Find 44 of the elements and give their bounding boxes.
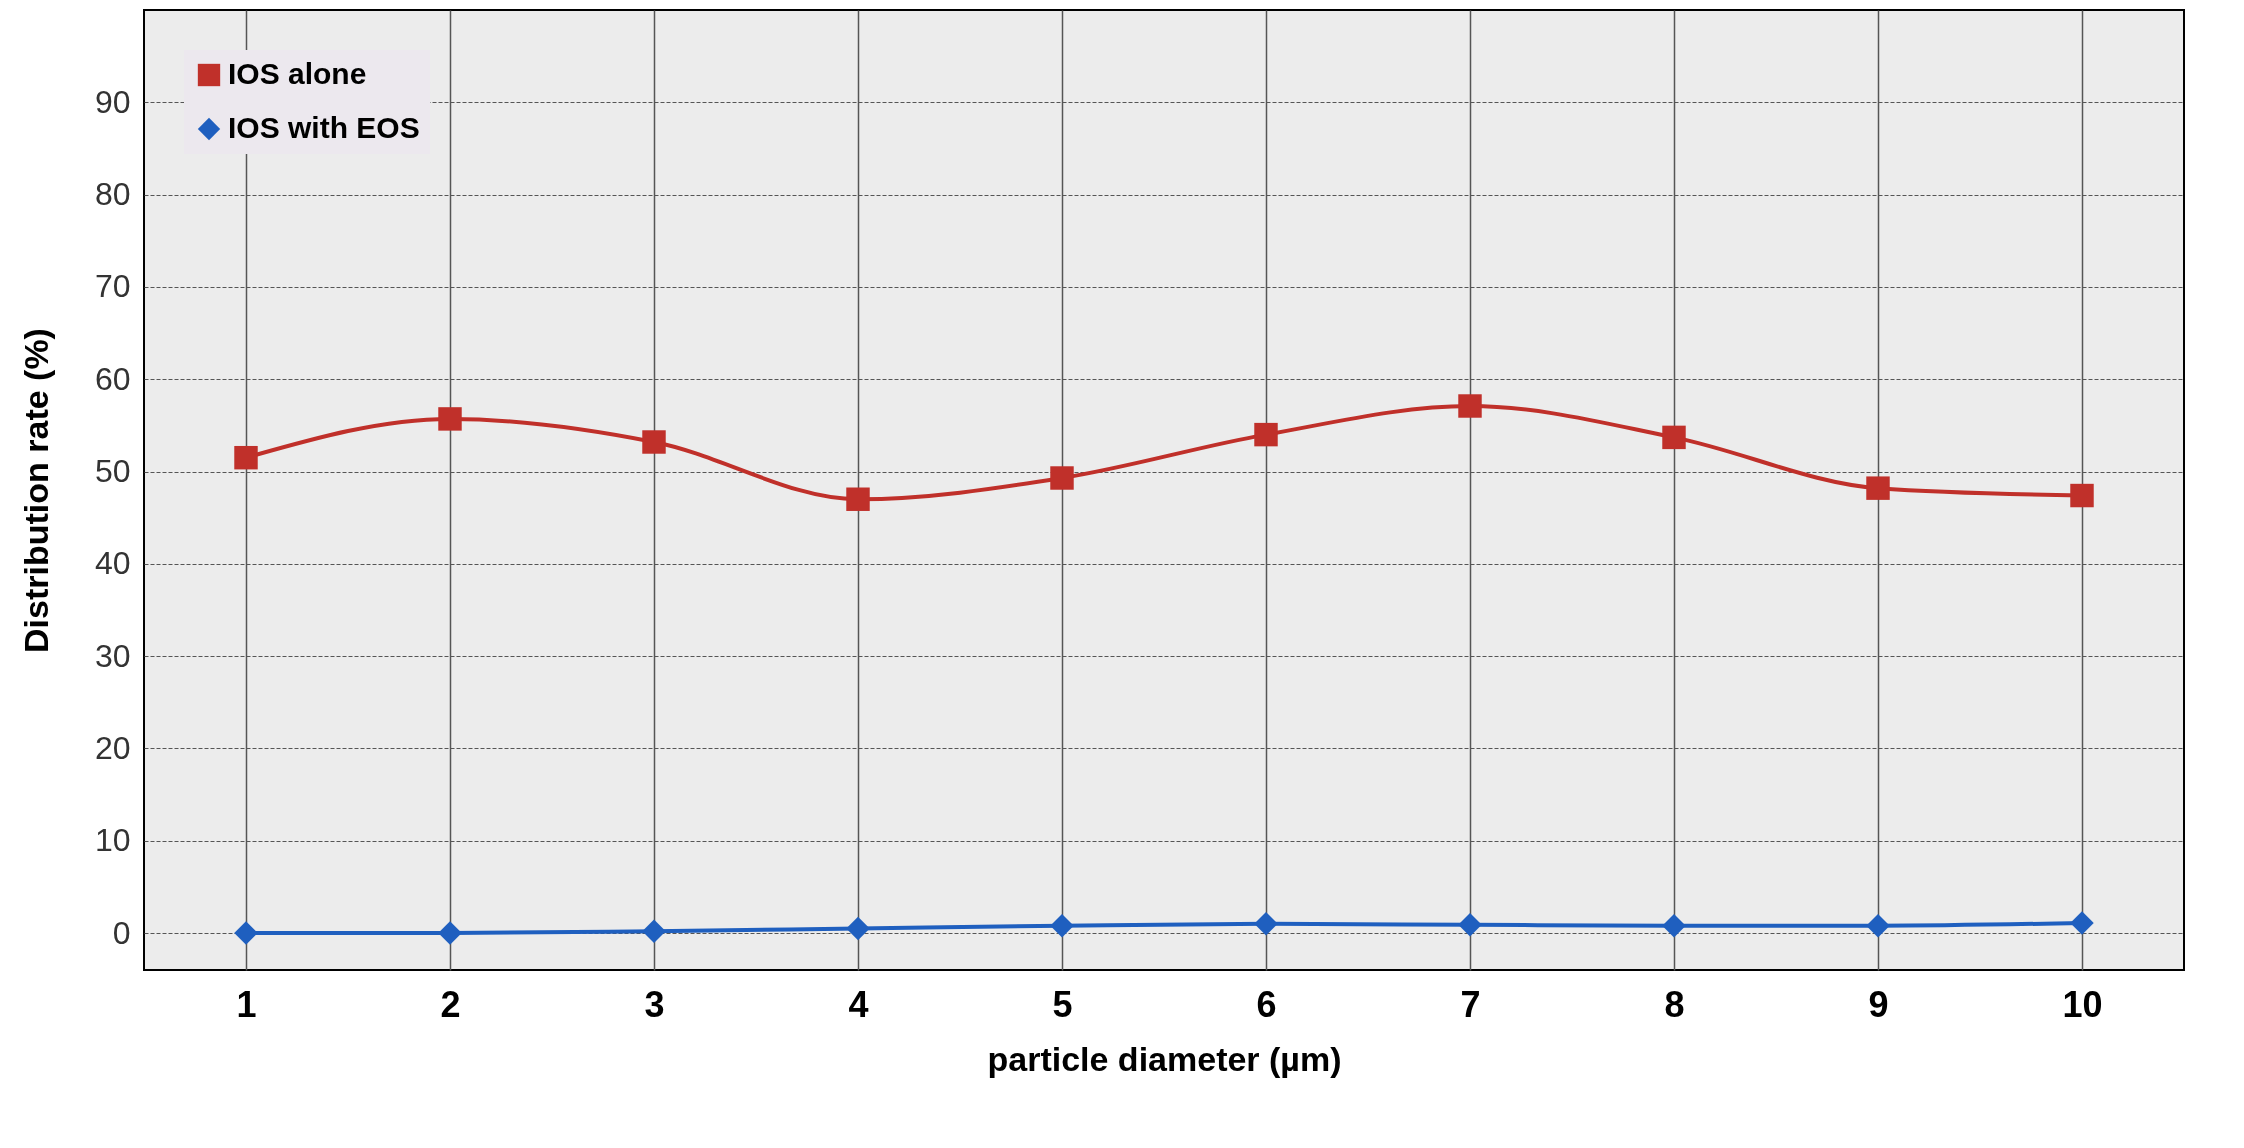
y-axis-title: Distribution rate (%) bbox=[16, 328, 55, 653]
point bbox=[1050, 913, 1074, 938]
point bbox=[1254, 422, 1278, 447]
point bbox=[846, 916, 870, 941]
point bbox=[1458, 394, 1482, 418]
point bbox=[1662, 913, 1686, 938]
x-tick-label: 6 bbox=[1256, 983, 1277, 1025]
point bbox=[642, 430, 666, 454]
point bbox=[2070, 911, 2094, 935]
point bbox=[234, 445, 258, 470]
x-tick-label: 3 bbox=[644, 983, 665, 1025]
point bbox=[1866, 476, 1890, 500]
legend-label: IOS with EOS bbox=[228, 111, 420, 144]
y-tick-label: 50 bbox=[94, 453, 131, 490]
legend-label: IOS alone bbox=[228, 57, 367, 90]
y-tick-label: 80 bbox=[94, 176, 131, 213]
point bbox=[642, 919, 666, 943]
x-tick-label: 5 bbox=[1052, 983, 1073, 1025]
point bbox=[438, 407, 462, 431]
point bbox=[1458, 913, 1482, 937]
y-tick-label: 20 bbox=[94, 729, 131, 766]
y-tick-label: 40 bbox=[94, 545, 131, 582]
point bbox=[2070, 483, 2094, 508]
point bbox=[1254, 912, 1278, 936]
x-tick-label: 8 bbox=[1664, 983, 1685, 1025]
y-tick-label: 70 bbox=[94, 268, 131, 305]
point bbox=[234, 921, 258, 945]
y-tick-label: 10 bbox=[94, 822, 131, 859]
x-tick-label: 9 bbox=[1868, 983, 1889, 1025]
point bbox=[1050, 466, 1074, 490]
x-axis-title: particle diameter (µm) bbox=[987, 1039, 1342, 1078]
y-tick-label: 60 bbox=[94, 360, 131, 397]
x-tick-label: 10 bbox=[2062, 983, 2103, 1025]
x-tick-label: 2 bbox=[440, 983, 461, 1025]
point bbox=[846, 487, 870, 511]
y-tick-label: 0 bbox=[112, 914, 131, 951]
x-tick-label: 1 bbox=[236, 983, 257, 1025]
point bbox=[1866, 913, 1890, 938]
point bbox=[1662, 425, 1686, 450]
y-tick-label: 30 bbox=[94, 637, 131, 674]
x-tick-label: 7 bbox=[1460, 983, 1481, 1025]
x-tick-label: 4 bbox=[848, 983, 869, 1025]
point bbox=[438, 921, 462, 945]
y-tick-label: 90 bbox=[94, 83, 131, 120]
